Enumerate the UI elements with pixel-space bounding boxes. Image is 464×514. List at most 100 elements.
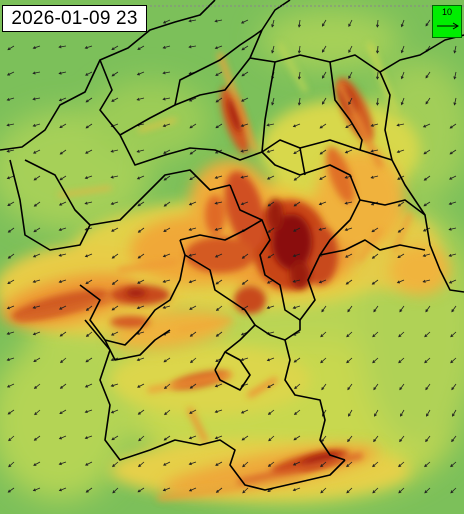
wind-arrow <box>453 97 457 106</box>
wind-arrow <box>6 149 15 153</box>
wind-arrow <box>111 71 119 77</box>
wind-arrow <box>162 461 171 466</box>
wind-arrow <box>6 383 15 388</box>
wind-arrow <box>137 409 145 415</box>
border-west-loop <box>9 159 231 251</box>
wind-arrow <box>398 331 405 338</box>
wind-arrow <box>162 123 171 128</box>
wind-arrow <box>318 201 327 206</box>
wind-arrow <box>58 435 67 440</box>
wind-arrow <box>271 97 275 106</box>
wind-arrow <box>137 487 145 493</box>
wind-arrow <box>293 149 301 155</box>
wind-arrow <box>58 201 67 206</box>
wind-arrow <box>453 45 457 54</box>
wind-arrow <box>375 45 380 54</box>
wind-arrow <box>214 45 223 50</box>
wind-arrow <box>293 409 301 415</box>
wind-arrow <box>397 253 405 259</box>
wind-arrow <box>136 71 145 76</box>
wind-arrow <box>294 383 301 390</box>
wind-arrow <box>422 279 431 283</box>
wind-arrow <box>271 45 275 54</box>
wind-arrow <box>449 149 457 155</box>
wind-arrow <box>136 97 145 101</box>
wind-arrow <box>7 487 15 493</box>
wind-arrow <box>293 201 301 207</box>
wind-arrow <box>188 253 197 257</box>
wind-arrow <box>85 97 93 103</box>
wind-arrow <box>321 71 327 79</box>
wind-arrow <box>348 71 353 79</box>
wind-arrow <box>84 175 93 180</box>
wind-arrow <box>162 97 171 101</box>
wind-arrow <box>163 201 171 207</box>
wind-arrow <box>84 461 93 466</box>
wind-arrow <box>400 71 405 80</box>
wind-arrow <box>240 409 249 414</box>
wind-arrow <box>7 227 15 233</box>
wind-arrow <box>162 487 171 492</box>
wind-arrow <box>292 279 301 283</box>
wind-arrow <box>137 45 145 50</box>
wind-arrow <box>293 435 301 441</box>
wind-arrow <box>267 253 275 259</box>
wind-arrow <box>163 149 171 154</box>
wind-arrow <box>375 71 380 80</box>
wind-arrow <box>371 253 379 259</box>
wind-arrow <box>240 97 249 102</box>
wind-arrow <box>214 435 223 440</box>
wind-arrow <box>32 331 41 336</box>
wind-arrow <box>345 253 353 258</box>
wind-arrow <box>240 201 249 206</box>
wind-arrow <box>215 71 223 76</box>
wind-arrow <box>59 383 67 389</box>
wind-arrow <box>370 123 379 127</box>
wind-arrow <box>136 331 145 335</box>
wind-arrow <box>58 253 67 257</box>
wind-arrow <box>267 461 275 467</box>
wind-arrow <box>400 409 405 417</box>
wind-arrow <box>425 305 431 313</box>
wind-arrow <box>348 45 353 53</box>
wind-arrow <box>423 175 431 181</box>
wind-arrow <box>375 97 380 106</box>
wind-arrow <box>346 357 353 364</box>
wind-arrow <box>297 45 301 54</box>
wind-arrow <box>85 279 93 285</box>
wind-arrow <box>348 19 353 27</box>
border-central-south <box>184 254 256 371</box>
wind-arrow <box>399 305 405 313</box>
wind-arrow <box>215 97 223 103</box>
wind-arrow <box>450 357 457 364</box>
wind-arrow <box>346 461 353 468</box>
wind-arrow <box>423 201 431 207</box>
wind-arrow <box>137 383 145 388</box>
wind-arrow <box>374 409 379 417</box>
wind-arrow <box>240 19 249 24</box>
wind-arrow <box>399 435 405 443</box>
wind-arrow <box>85 71 93 76</box>
reference-vector-legend: 10 <box>432 5 462 38</box>
wind-arrow <box>214 383 223 388</box>
wind-arrow <box>450 331 457 338</box>
wind-arrow <box>451 305 457 313</box>
wind-arrow <box>372 487 379 494</box>
border-north-east <box>249 34 464 73</box>
wind-arrow <box>318 279 327 284</box>
border-inner-west <box>24 159 91 226</box>
border-southwest-outer <box>84 319 346 491</box>
wind-arrow <box>426 409 431 417</box>
wind-arrow <box>214 201 223 205</box>
wind-arrow <box>396 149 405 154</box>
wind-arrow <box>33 435 41 441</box>
wind-arrow <box>58 279 67 283</box>
wind-arrow <box>266 175 275 180</box>
wind-arrow <box>449 123 457 129</box>
wind-arrow <box>189 383 197 389</box>
wind-arrow <box>215 123 223 129</box>
wind-arrow <box>425 435 431 443</box>
wind-arrow <box>215 487 223 493</box>
wind-arrow <box>319 149 327 155</box>
